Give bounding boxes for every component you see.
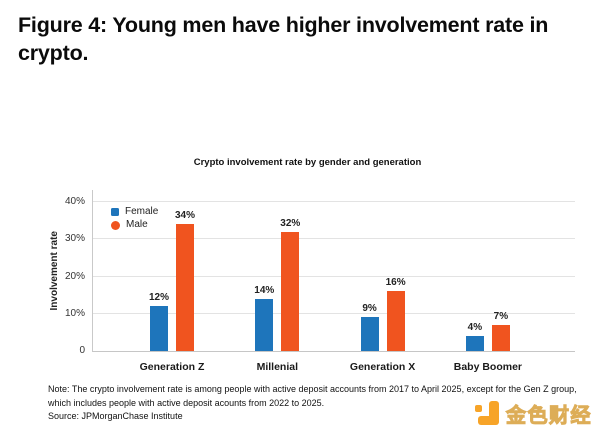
bar-value-label: 9%: [362, 303, 377, 315]
bar-female-generation-z: [150, 306, 168, 351]
category-label-generation-x: Generation X: [349, 361, 416, 373]
figure-title: Figure 4: Young men have higher involvem…: [18, 13, 549, 65]
gridline-30: [93, 238, 575, 240]
legend-marker-circle: [111, 220, 120, 230]
y-tick-label: 10%: [64, 307, 85, 319]
chart-legend: Female Male: [111, 206, 158, 232]
figure-source: Source: JPMorganChase Institute: [48, 411, 183, 421]
bar-value-label: 4%: [467, 322, 483, 334]
gridline-20: [93, 275, 575, 277]
legend-label: Male: [126, 219, 148, 230]
legend-marker-square: [111, 208, 119, 216]
legend-label: Female: [125, 206, 159, 217]
figure-note: Note: The crypto involvement rate is amo…: [48, 384, 577, 408]
plot-area: Involvement rate Female Male 0 10% 20% 30% 40…: [49, 190, 575, 373]
y-tick-label: 0: [79, 345, 85, 356]
logo-vbar-shape: [489, 401, 499, 425]
bar-value-label: 16%: [385, 277, 406, 289]
bar-female-generation-x: [360, 317, 379, 351]
gridline-10: [93, 312, 575, 314]
bar-female-millenial: [255, 298, 274, 351]
category-label-baby-boomer: Baby Boomer: [453, 361, 523, 373]
bar-male-baby-boomer: [491, 324, 510, 351]
bar-value-label: 34%: [174, 210, 195, 222]
legend-item-female: Female: [111, 206, 158, 218]
bar-value-label: 14%: [254, 284, 275, 296]
bar-female-baby-boomer: [465, 336, 484, 351]
watermark-text: 金色财经: [506, 405, 592, 428]
category-label-generation-z: Generation Z: [139, 361, 205, 373]
logo-dot-shape: [475, 405, 482, 412]
bar-value-label: 7%: [493, 310, 509, 322]
logo-hbar-shape: [478, 416, 498, 425]
category-label-millenial: Millenial: [256, 361, 299, 373]
bar-male-generation-z: [176, 224, 194, 351]
y-tick-label: 30%: [64, 233, 85, 245]
chart-title: Crypto involvement rate by gender and ge…: [193, 157, 422, 168]
y-tick-label: 40%: [64, 196, 85, 208]
bar-value-label: 32%: [280, 217, 301, 229]
jinse-logo-icon: [475, 401, 499, 426]
bar-value-label: 12%: [148, 292, 169, 304]
legend-item-male: Male: [111, 219, 158, 231]
gridline-40: [93, 201, 575, 203]
bar-male-millenial: [281, 231, 300, 351]
watermark: 金色财经: [475, 399, 592, 428]
bar-male-generation-x: [386, 291, 405, 351]
y-tick-label: 20%: [64, 270, 85, 282]
